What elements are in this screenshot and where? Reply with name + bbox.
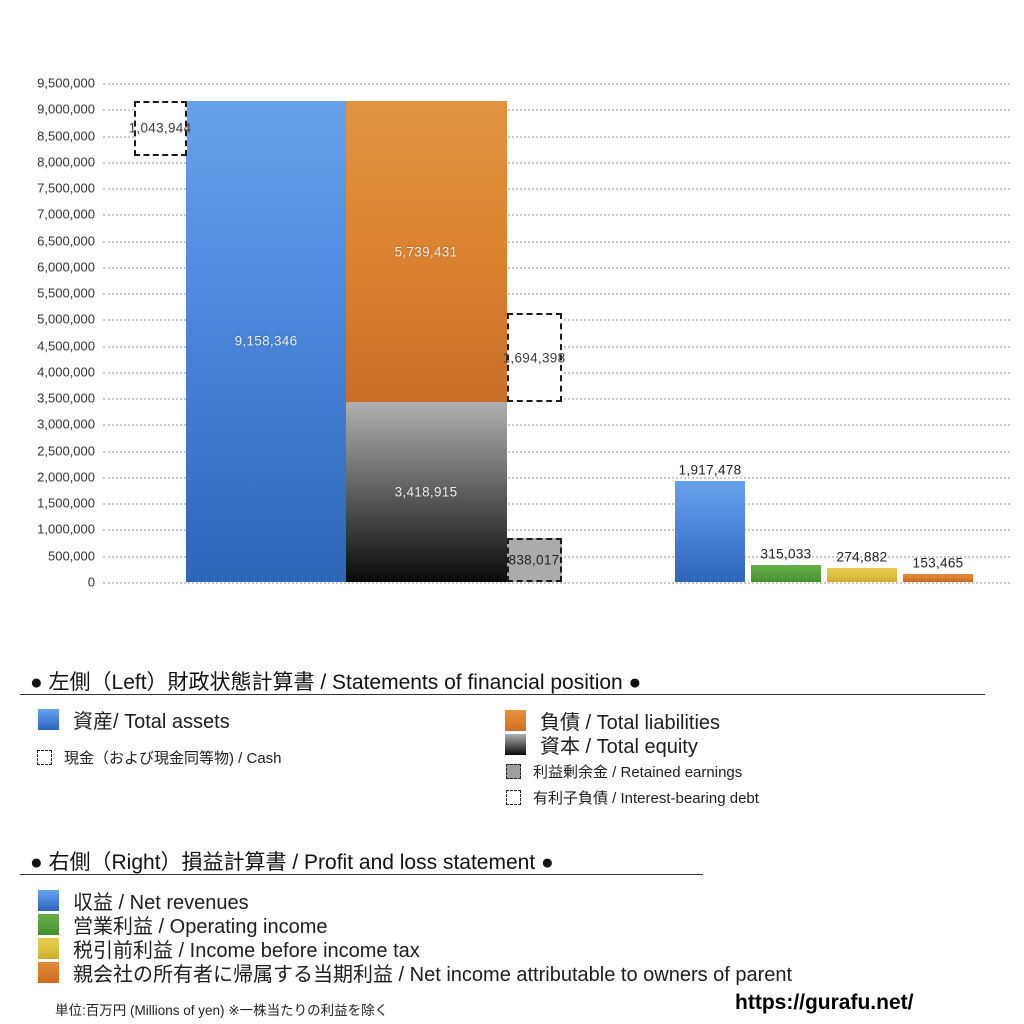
gridline: [103, 214, 1010, 217]
y-axis-tick-label: 8,500,000: [37, 128, 95, 144]
legend-item-total-liabilities: 負債 / Total liabilities: [505, 706, 720, 735]
legend-label: 資本 / Total equity: [540, 736, 698, 758]
total-assets-value: 9,158,346: [234, 333, 298, 349]
gridline: [103, 582, 1010, 584]
net-revenues-value: 1,917,478: [678, 462, 742, 478]
legend-item-net-revenues: 収益 / Net revenues: [38, 886, 249, 915]
gridline: [103, 450, 1010, 453]
y-axis-tick-label: 7,500,000: [37, 180, 95, 196]
gridline: [103, 188, 1010, 191]
divider: [20, 874, 703, 875]
legend-label: 現金（および現金同等物) / Cash: [64, 750, 282, 767]
overlay-interest-bearing-debt: [507, 313, 562, 403]
legend-label: 利益剰余金 / Retained earnings: [533, 764, 743, 781]
operating-income-swatch-icon: [38, 914, 59, 935]
financial-bar-chart: 0 500,000 1,000,000 1,500,000 2,000,000 2,500…: [37, 75, 1010, 590]
y-axis-tick-label: 6,000,000: [37, 259, 95, 275]
legend-item-net-income: 親会社の所有者に帰属する当期利益 / Net income attributab…: [38, 958, 792, 987]
gridline: [103, 135, 1010, 138]
bar-total-liabilities: [346, 100, 507, 403]
legend-label: 税引前利益 / Income before income tax: [73, 940, 420, 962]
overlay-retained-earnings: [507, 537, 562, 582]
legend-item-total-equity: 資本 / Total equity: [505, 730, 698, 759]
total-equity-value: 3,418,915: [394, 484, 458, 500]
y-axis-tick-label: 5,500,000: [37, 285, 95, 301]
bar-net-income: [903, 573, 973, 582]
interest-bearing-debt-swatch-icon: [506, 790, 521, 805]
profit-loss-section-header: ● 右側（Right）損益計算書 / Profit and loss state…: [30, 851, 554, 874]
y-axis-tick-label: 3,500,000: [37, 390, 95, 406]
gridline: [103, 83, 1010, 85]
gridline: [103, 109, 1010, 112]
total-liabilities-swatch-icon: [505, 710, 526, 731]
site-url: https://gurafu.net/: [735, 991, 914, 1014]
legend-item-cash: 現金（および現金同等物) / Cash: [37, 747, 282, 768]
income-before-tax-value: 274,882: [836, 549, 888, 565]
y-axis-tick-label: 500,000: [48, 548, 95, 564]
net-revenues-swatch-icon: [38, 890, 59, 911]
y-axis-tick-label: 1,000,000: [37, 521, 95, 537]
cash-swatch-icon: [37, 750, 52, 765]
legend-item-operating-income: 営業利益 / Operating income: [38, 910, 328, 939]
gridline: [103, 293, 1010, 296]
y-axis-tick-label: 9,000,000: [37, 101, 95, 117]
net-income-swatch-icon: [38, 962, 59, 983]
y-axis-tick-label: 3,000,000: [37, 416, 95, 432]
retained-earnings-value: 838,017: [508, 552, 560, 568]
operating-income-value: 315,033: [760, 546, 812, 562]
legend-label: 親会社の所有者に帰属する当期利益 / Net income attributab…: [73, 964, 793, 986]
y-axis-tick-label: 4,500,000: [37, 338, 95, 354]
total-assets-swatch-icon: [38, 709, 59, 730]
interest-bearing-debt-value: 1,694,398: [502, 350, 566, 366]
gridline: [103, 529, 1010, 532]
gridline: [103, 240, 1010, 243]
overlay-cash: [134, 100, 187, 156]
bar-net-revenues: [675, 481, 745, 582]
total-liabilities-value: 5,739,431: [394, 244, 458, 260]
unit-note: 単位:百万円 (Millions of yen) ※一株当たりの利益を除く: [55, 1003, 389, 1018]
y-axis-tick-label: 6,500,000: [37, 233, 95, 249]
gridline: [103, 503, 1010, 506]
gridline: [103, 266, 1010, 269]
y-axis-tick-label: 4,000,000: [37, 364, 95, 380]
legend-label: 収益 / Net revenues: [73, 892, 249, 914]
bar-total-assets: [186, 100, 346, 582]
cash-value: 1,043,944: [128, 120, 192, 136]
bar-operating-income: [751, 565, 821, 582]
y-axis-tick-label: 9,500,000: [37, 75, 95, 91]
divider: [20, 694, 985, 695]
income-before-tax-swatch-icon: [38, 938, 59, 959]
y-axis-tick-label: 2,000,000: [37, 469, 95, 485]
total-equity-swatch-icon: [505, 734, 526, 755]
legend-label: 負債 / Total liabilities: [540, 712, 721, 734]
balance-sheet-section-header: ● 左側（Left）財政状態計算書 / Statements of financ…: [30, 671, 642, 694]
net-income-value: 153,465: [912, 555, 964, 571]
legend-label: 有利子負債 / Interest-bearing debt: [533, 790, 759, 807]
retained-earnings-swatch-icon: [506, 764, 521, 779]
legend-label: 資産/ Total assets: [73, 711, 230, 733]
y-axis-tick-label: 0: [87, 574, 95, 590]
y-axis-tick-label: 2,500,000: [37, 443, 95, 459]
legend-item-income-before-tax: 税引前利益 / Income before income tax: [38, 934, 420, 963]
bar-total-equity: [346, 402, 507, 582]
y-axis-tick-label: 7,000,000: [37, 206, 95, 222]
legend-item-total-assets: 資産/ Total assets: [38, 705, 230, 734]
legend-item-retained-earnings: 利益剰余金 / Retained earnings: [506, 761, 742, 782]
gridline: [103, 161, 1010, 164]
y-axis-tick-label: 1,500,000: [37, 495, 95, 511]
y-axis-tick-label: 8,000,000: [37, 154, 95, 170]
bar-income-before-tax: [827, 567, 897, 582]
y-axis-tick-label: 5,000,000: [37, 311, 95, 327]
gridline: [103, 476, 1010, 479]
legend-label: 営業利益 / Operating income: [73, 916, 328, 938]
gridline: [103, 424, 1010, 427]
legend-item-interest-bearing-debt: 有利子負債 / Interest-bearing debt: [506, 787, 759, 808]
